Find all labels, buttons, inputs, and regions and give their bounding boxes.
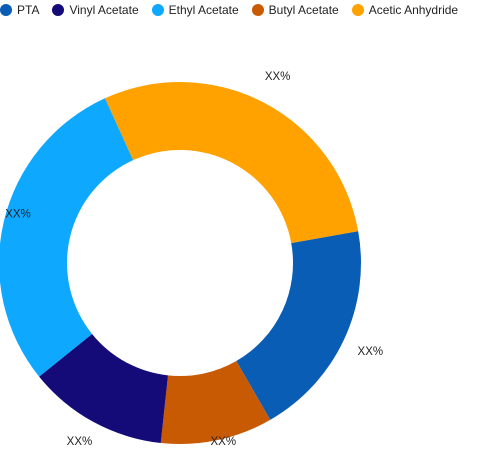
legend-item-pta[interactable]: PTA: [0, 3, 39, 17]
legend-label-pta: PTA: [17, 3, 40, 17]
legend-item-ethyl-acetate[interactable]: Ethyl Acetate: [151, 3, 239, 17]
data-label-ethyl-acetate: XX%: [5, 209, 31, 221]
legend-label-butyl-acetate: Butyl Acetate: [268, 3, 339, 17]
slice-vinyl-acetate[interactable]: [39, 333, 168, 443]
legend-item-vinyl-acetate[interactable]: Vinyl Acetate: [52, 3, 139, 17]
slice-pta[interactable]: [236, 231, 362, 420]
legend-swatch-vinyl-acetate: [52, 4, 65, 16]
slice-acetic-anhydride[interactable]: [104, 81, 359, 244]
slice-ethyl-acetate[interactable]: [0, 98, 134, 377]
legend-item-acetic-anhydride[interactable]: Acetic Anhydride: [351, 3, 459, 17]
data-label-vinyl-acetate: XX%: [67, 436, 93, 448]
legend-label-vinyl-acetate: Vinyl Acetate: [69, 3, 139, 17]
legend-swatch-pta: [0, 4, 12, 16]
data-label-pta: XX%: [358, 346, 384, 358]
legend: PTA Vinyl Acetate Ethyl Acetate Butyl Aceta…: [0, 0, 486, 20]
legend-swatch-acetic-anhydride: [351, 4, 364, 16]
data-label-butyl-acetate: XX%: [211, 436, 237, 448]
legend-label-ethyl-acetate: Ethyl Acetate: [168, 3, 239, 17]
data-label-acetic-anhydride: XX%: [265, 71, 291, 83]
legend-label-acetic-anhydride: Acetic Anhydride: [368, 3, 459, 17]
legend-swatch-ethyl-acetate: [151, 4, 164, 16]
legend-swatch-butyl-acetate: [251, 4, 264, 16]
slice-butyl-acetate[interactable]: [160, 360, 271, 444]
legend-item-butyl-acetate[interactable]: Butyl Acetate: [251, 3, 339, 17]
